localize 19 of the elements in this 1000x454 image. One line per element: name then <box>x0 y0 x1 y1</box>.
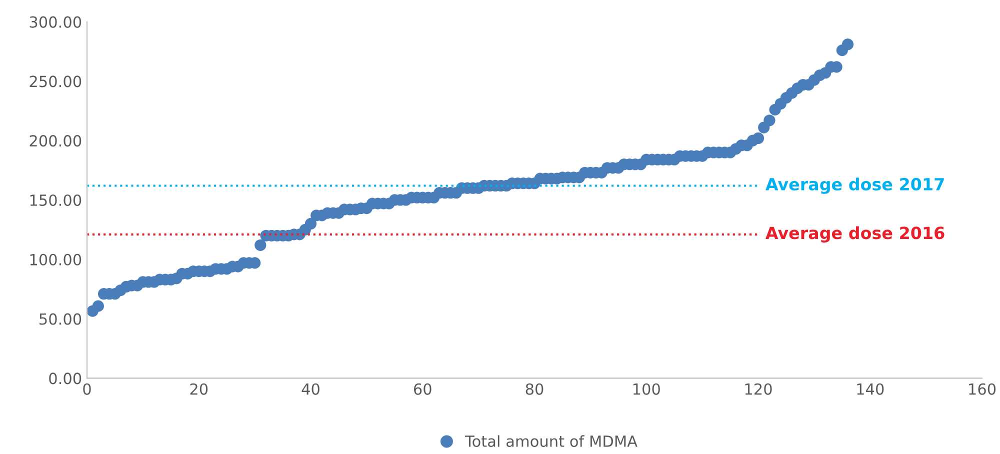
x-tick-label: 80 <box>526 383 544 395</box>
y-tick-label: 200.00 <box>30 135 82 147</box>
x-tick-label: 120 <box>745 383 772 395</box>
legend-label: Total amount of MDMA <box>465 435 638 448</box>
x-tick-label: 60 <box>414 383 432 395</box>
y-tick-label: 100.00 <box>30 254 82 266</box>
x-tick-label: 0 <box>83 383 91 395</box>
x-tick-label: 40 <box>302 383 320 395</box>
y-tick-label: 0.00 <box>49 372 82 384</box>
y-tick-label: 150.00 <box>30 194 82 206</box>
x-tick-label: 140 <box>857 383 884 395</box>
ref-line-label: Average dose 2016 <box>765 226 944 243</box>
x-tick-label: 20 <box>190 383 208 395</box>
y-tick-label: 50.00 <box>40 313 82 325</box>
x-tick-label: 160 <box>969 383 996 395</box>
y-tick-label: 250.00 <box>30 76 82 88</box>
y-tick-label: 300.00 <box>30 16 82 28</box>
x-tick-label: 100 <box>633 383 660 395</box>
ref-line-label: Average dose 2017 <box>765 178 944 194</box>
